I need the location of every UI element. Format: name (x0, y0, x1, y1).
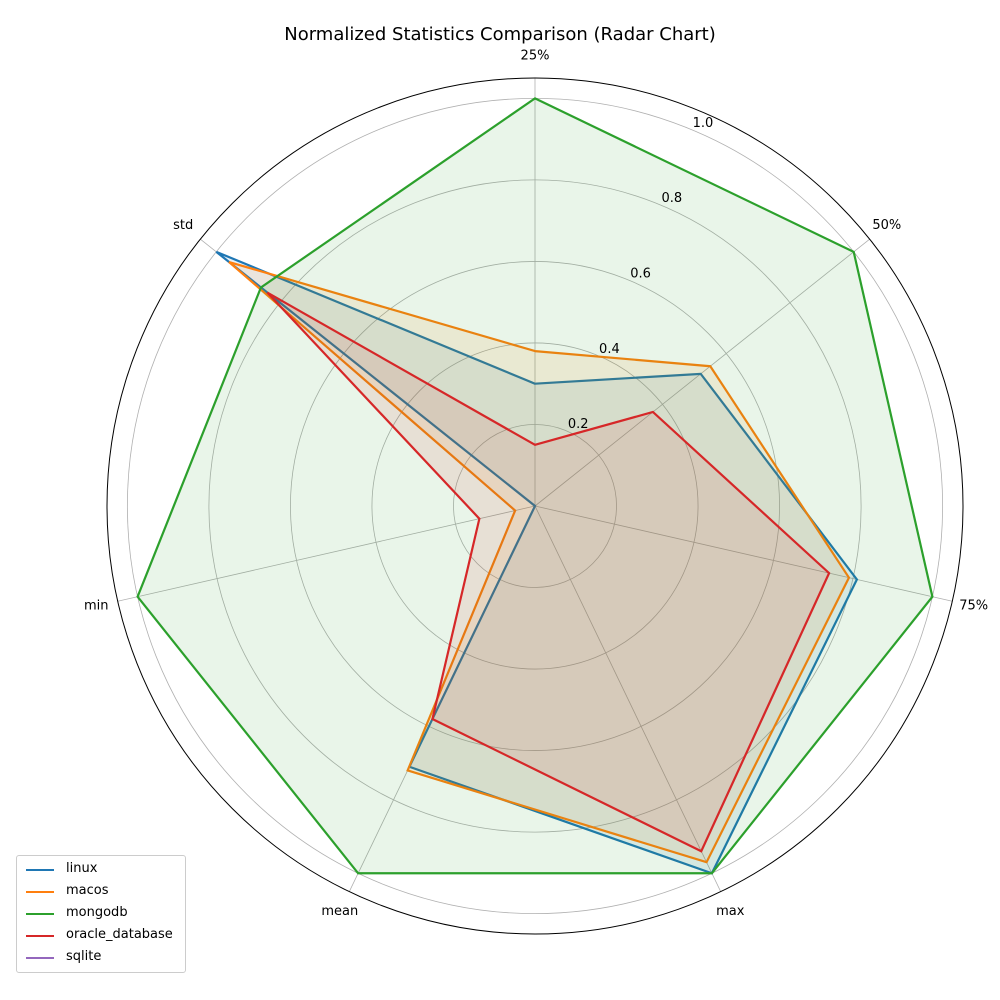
r-tick-label: 0.4 (599, 342, 620, 357)
radar-labels: 0.2 0.4 0.6 0.8 1.0 25% 50% 75% max mean min std (84, 49, 988, 919)
legend-label: macos (66, 883, 109, 898)
legend-swatch (26, 913, 54, 915)
legend-item: linux (17, 859, 185, 881)
legend-item: sqlite (17, 947, 185, 969)
legend-swatch (26, 957, 54, 959)
radar-series (136, 97, 934, 875)
series-line-mongodb (136, 97, 934, 875)
legend-swatch (26, 935, 54, 937)
legend-label: linux (66, 861, 98, 876)
series-area-macos (229, 262, 849, 863)
legend-swatch (26, 891, 54, 893)
series-area-oracle_database (267, 292, 830, 852)
axis-label: std (173, 218, 193, 233)
grid-spoke (534, 505, 953, 602)
series-line-oracle_database (266, 291, 831, 853)
grid-spoke (534, 505, 722, 892)
legend-swatch (26, 869, 54, 871)
axis-label: max (716, 904, 745, 919)
legend-item: mongodb (17, 903, 185, 925)
r-tick-label: 0.8 (661, 191, 682, 206)
series-area-mongodb (137, 98, 933, 874)
axis-label: mean (321, 904, 358, 919)
grid-spoke (117, 505, 536, 602)
polar-frame (106, 77, 964, 935)
legend-label: mongodb (66, 905, 128, 920)
axis-label: 25% (521, 49, 550, 64)
legend-item: oracle_database (17, 925, 185, 947)
grid-spoke (534, 238, 870, 507)
chart-title: Normalized Statistics Comparison (Radar … (284, 24, 716, 45)
axis-label: min (84, 599, 109, 614)
r-tick-label: 0.6 (630, 267, 651, 282)
series-area-linux (216, 251, 857, 874)
legend-label: sqlite (66, 949, 102, 964)
axis-label: 75% (959, 599, 988, 614)
r-tick-label: 0.2 (568, 417, 589, 432)
axis-label: 50% (872, 218, 901, 233)
r-tick-label: 1.0 (693, 116, 714, 131)
legend-item: macos (17, 881, 185, 903)
legend-label: oracle_database (66, 927, 173, 942)
